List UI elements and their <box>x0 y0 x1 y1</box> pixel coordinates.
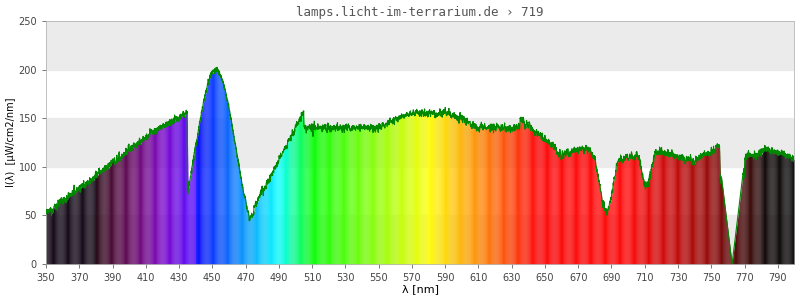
Title: lamps.licht-im-terrarium.de › 719: lamps.licht-im-terrarium.de › 719 <box>297 6 544 19</box>
Y-axis label: I(λ)  [µW/cm2/nm]: I(λ) [µW/cm2/nm] <box>6 98 15 187</box>
Bar <box>46 215 794 264</box>
X-axis label: λ [nm]: λ [nm] <box>402 284 438 294</box>
Bar <box>46 118 794 167</box>
Bar <box>46 21 794 70</box>
